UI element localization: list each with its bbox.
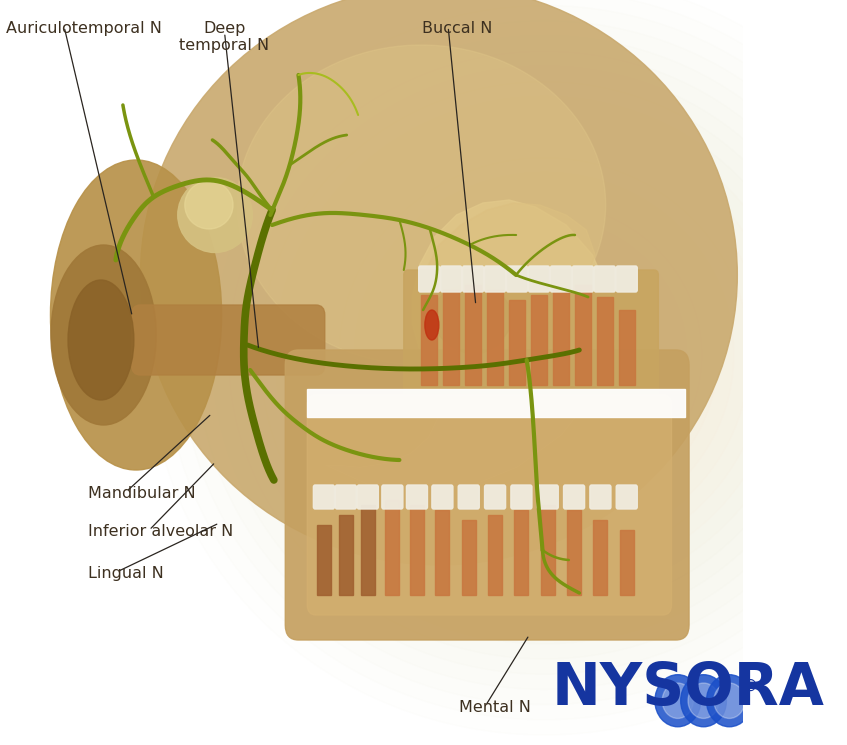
Ellipse shape (141, 0, 738, 565)
FancyBboxPatch shape (440, 266, 462, 292)
FancyBboxPatch shape (357, 485, 379, 509)
Bar (435, 510, 450, 595)
Text: Deep
temporal N: Deep temporal N (180, 21, 269, 53)
FancyBboxPatch shape (537, 485, 558, 509)
Bar (509, 300, 525, 385)
FancyBboxPatch shape (313, 485, 335, 509)
FancyBboxPatch shape (432, 485, 453, 509)
FancyBboxPatch shape (307, 395, 672, 615)
FancyBboxPatch shape (617, 485, 637, 509)
Circle shape (706, 675, 752, 727)
Bar (597, 297, 612, 385)
FancyBboxPatch shape (563, 485, 584, 509)
Circle shape (655, 675, 700, 727)
Text: NYSORA: NYSORA (551, 659, 824, 717)
Text: Auriculotemporal N: Auriculotemporal N (6, 21, 162, 36)
FancyBboxPatch shape (590, 485, 611, 509)
Circle shape (688, 683, 719, 718)
Ellipse shape (185, 181, 233, 229)
Bar (339, 515, 353, 595)
Text: Inferior alveolar N: Inferior alveolar N (88, 524, 233, 539)
Ellipse shape (51, 245, 156, 425)
Text: Buccal N: Buccal N (423, 21, 493, 36)
FancyBboxPatch shape (407, 485, 428, 509)
Bar (553, 290, 569, 385)
Bar (594, 520, 607, 595)
FancyBboxPatch shape (404, 270, 658, 400)
FancyBboxPatch shape (382, 485, 403, 509)
FancyBboxPatch shape (511, 485, 532, 509)
Bar (487, 290, 503, 385)
Polygon shape (430, 283, 509, 353)
Bar (317, 525, 331, 595)
FancyBboxPatch shape (551, 266, 572, 292)
Bar (465, 285, 481, 385)
FancyBboxPatch shape (595, 266, 615, 292)
Bar (462, 520, 476, 595)
FancyBboxPatch shape (458, 485, 479, 509)
FancyBboxPatch shape (285, 350, 689, 640)
FancyBboxPatch shape (507, 266, 528, 292)
Circle shape (714, 683, 745, 718)
FancyBboxPatch shape (529, 266, 550, 292)
Bar (421, 295, 437, 385)
Bar (443, 290, 459, 385)
Ellipse shape (68, 280, 134, 400)
Ellipse shape (237, 45, 606, 365)
Bar (307, 389, 684, 417)
Ellipse shape (51, 160, 222, 470)
Bar (575, 285, 590, 385)
Bar (410, 505, 424, 595)
Bar (514, 510, 529, 595)
Bar (620, 530, 634, 595)
Polygon shape (426, 203, 595, 317)
Polygon shape (324, 200, 614, 490)
Bar (531, 295, 547, 385)
Bar (540, 505, 555, 595)
FancyBboxPatch shape (335, 485, 357, 509)
Text: Mental N: Mental N (459, 700, 531, 715)
Bar (488, 515, 502, 595)
FancyBboxPatch shape (418, 266, 440, 292)
FancyBboxPatch shape (573, 266, 594, 292)
Text: Mandibular N: Mandibular N (88, 486, 196, 501)
FancyBboxPatch shape (484, 266, 506, 292)
Circle shape (681, 675, 727, 727)
Bar (385, 500, 400, 595)
Ellipse shape (425, 310, 439, 340)
FancyBboxPatch shape (484, 485, 506, 509)
Bar (567, 510, 581, 595)
Circle shape (662, 683, 694, 718)
Ellipse shape (178, 177, 252, 253)
Bar (619, 310, 634, 385)
Bar (361, 505, 375, 595)
FancyBboxPatch shape (462, 266, 484, 292)
FancyBboxPatch shape (617, 266, 637, 292)
FancyBboxPatch shape (131, 305, 324, 375)
Text: Lingual N: Lingual N (88, 566, 163, 581)
Text: ®: ® (744, 679, 759, 694)
